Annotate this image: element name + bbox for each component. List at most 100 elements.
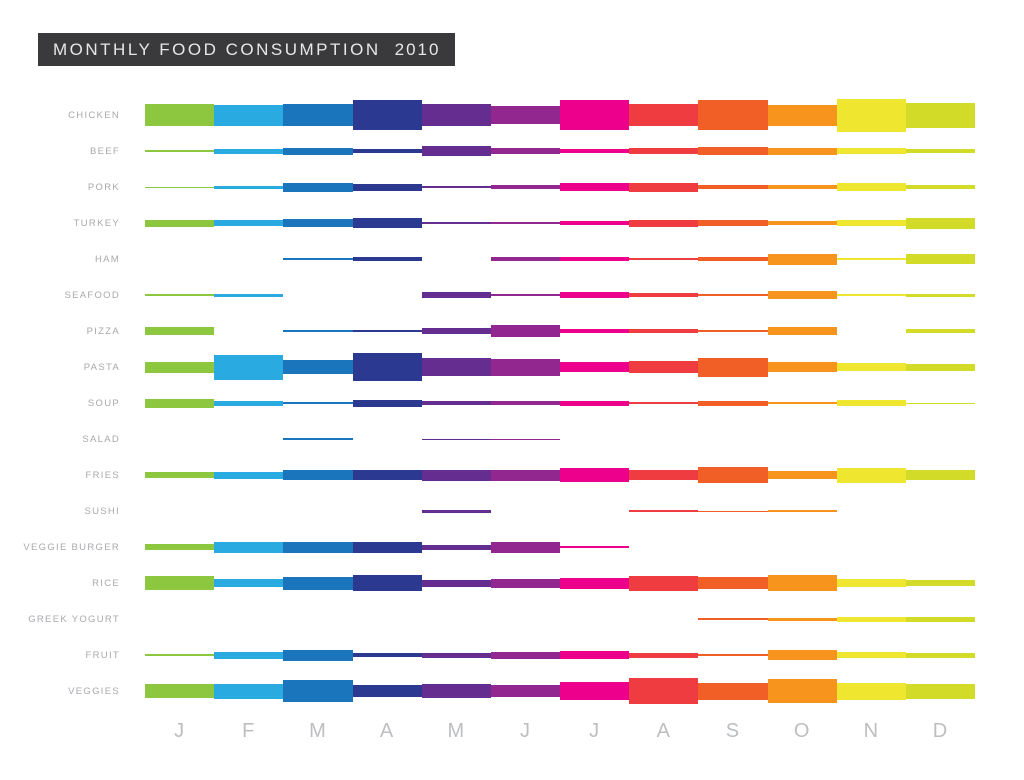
- row-label: FRIES: [85, 469, 120, 481]
- bar-segment: [421, 358, 491, 376]
- chart-row: SUSHI: [0, 493, 1024, 529]
- bar-segment: [145, 361, 215, 373]
- bar-segment: [283, 649, 353, 661]
- row-label: CHICKEN: [68, 109, 120, 121]
- bar-segment: [490, 184, 561, 190]
- bar-segment: [490, 469, 561, 481]
- bar-segment: [421, 509, 491, 513]
- row-bars: [145, 673, 976, 709]
- bar-segment: [698, 184, 768, 190]
- bar-segment: [698, 510, 768, 512]
- row-bars: [145, 493, 975, 529]
- row-bars: [145, 349, 976, 385]
- bar-segment: [145, 104, 215, 126]
- bar-segment: [905, 652, 976, 658]
- bar-segment: [629, 293, 699, 297]
- row-label: VEGGIES: [68, 685, 120, 697]
- bar-segment: [283, 182, 353, 192]
- bar-segment: [145, 219, 215, 227]
- row-bars: [145, 97, 976, 133]
- row-bars: [145, 421, 975, 457]
- bar-segment: [283, 330, 353, 332]
- bar-segment: [698, 147, 768, 155]
- month-label: A: [379, 720, 395, 742]
- bar-segment: [836, 182, 906, 192]
- chart-row: PORK: [0, 169, 1024, 205]
- bar-segment: [905, 363, 976, 371]
- bar-segment: [767, 510, 837, 512]
- bar-segment: [836, 400, 906, 406]
- bar-segment: [421, 401, 491, 405]
- row-label: TURKEY: [73, 217, 120, 229]
- bar-segment: [629, 652, 699, 658]
- bar-segment: [421, 221, 491, 225]
- row-bars: [145, 133, 976, 169]
- bar-segment: [905, 470, 976, 480]
- bar-segment: [145, 186, 215, 188]
- bar-segment: [560, 362, 630, 372]
- bar-segment: [629, 575, 699, 591]
- bar-segment: [214, 148, 284, 154]
- bar-segment: [905, 402, 976, 404]
- bar-segment: [490, 438, 561, 440]
- month-label: A: [656, 720, 671, 742]
- month-label: M: [309, 720, 327, 742]
- bar-segment: [490, 651, 561, 659]
- row-label: VEGGIE BURGER: [23, 541, 120, 553]
- bar-segment: [283, 576, 353, 590]
- chart-title: MONTHLY FOOD CONSUMPTION: [53, 40, 381, 59]
- bar-segment: [421, 104, 491, 126]
- bar-segment: [283, 402, 353, 404]
- bar-segment: [490, 358, 561, 376]
- row-bars: [145, 565, 976, 601]
- bar-segment: [698, 400, 768, 406]
- bar-segment: [836, 616, 906, 622]
- bar-segment: [698, 220, 768, 226]
- row-bars: [145, 601, 976, 637]
- bar-segment: [214, 683, 284, 699]
- bar-segment: [836, 258, 906, 260]
- row-bars: [145, 529, 975, 565]
- chart-row: TURKEY: [0, 205, 1024, 241]
- month-label: N: [863, 720, 880, 742]
- bar-segment: [352, 470, 422, 480]
- bar-segment: [629, 104, 699, 126]
- bar-segment: [767, 327, 837, 335]
- bar-segment: [283, 258, 353, 260]
- bar-segment: [905, 102, 976, 128]
- bar-segment: [698, 654, 768, 656]
- chart-row: VEGGIES: [0, 673, 1024, 709]
- bar-segment: [283, 147, 353, 155]
- bar-segment: [421, 291, 491, 299]
- month-label: J: [519, 720, 531, 742]
- bar-segment: [352, 541, 422, 553]
- bar-segment: [421, 327, 491, 335]
- chart-row: FRUIT: [0, 637, 1024, 673]
- bar-segment: [421, 186, 491, 188]
- bar-segment: [352, 256, 422, 262]
- bar-segment: [352, 653, 422, 657]
- bar-segment: [145, 294, 215, 296]
- bar-segment: [767, 650, 837, 660]
- bar-segment: [629, 182, 699, 192]
- bar-segment: [560, 183, 630, 191]
- month-label: O: [793, 720, 811, 742]
- bar-segment: [698, 100, 768, 130]
- bar-segment: [905, 149, 976, 153]
- bar-segment: [836, 579, 906, 587]
- bar-segment: [836, 294, 906, 296]
- bar-segment: [490, 106, 561, 124]
- row-label: SUSHI: [84, 505, 120, 517]
- chart-row: RICE: [0, 565, 1024, 601]
- bar-segment: [767, 471, 837, 479]
- bar-segment: [352, 218, 422, 228]
- bar-segment: [145, 684, 215, 698]
- bar-segment: [283, 438, 353, 440]
- bar-segment: [352, 183, 422, 191]
- bar-segment: [836, 652, 906, 658]
- bar-segment: [145, 327, 215, 335]
- row-label: RICE: [92, 577, 120, 589]
- row-label: FRUIT: [85, 649, 120, 661]
- bar-segment: [767, 362, 837, 372]
- bar-segment: [767, 104, 837, 126]
